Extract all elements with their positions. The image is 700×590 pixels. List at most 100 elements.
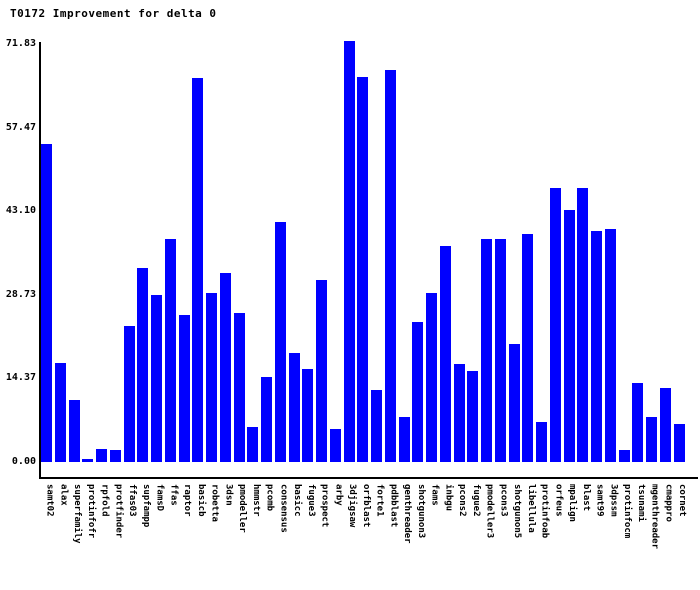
- bar-ffas: [164, 239, 176, 462]
- bar-arby: [329, 429, 341, 462]
- x-category-label-shotgunon5: shotgunon5: [512, 484, 522, 539]
- bar-cornet: [673, 424, 685, 462]
- x-category-label-orfeus: orfeus: [553, 484, 564, 517]
- bar-3dsn: [219, 273, 231, 462]
- bar-prospect: [316, 280, 327, 462]
- x-category-label-pmodeller3: pmodeller3: [484, 484, 495, 539]
- x-category-label-arby: arby: [333, 484, 344, 506]
- x-category-label-hmmstr: hmmstr: [250, 484, 261, 517]
- x-category-label-alax: alax: [58, 484, 69, 506]
- bar-libellula: [522, 234, 534, 462]
- bar-pdbblast: [384, 70, 396, 462]
- x-category-label-pdbblast: pdbblast: [388, 484, 399, 528]
- bar-protinfocm: [618, 450, 630, 462]
- x-category-label-shotgunon3: shotgunon3: [415, 484, 426, 539]
- x-category-label-3dpssm: 3dpssm: [608, 484, 619, 517]
- x-category-label-cmappro: cmappro: [663, 484, 674, 522]
- bar-protfinder: [109, 450, 121, 462]
- x-category-label-famsD: famsD: [154, 484, 165, 512]
- bar-basicc: [288, 353, 300, 462]
- y-tick-label: 0.00: [11, 456, 36, 467]
- y-tick-label: 14.37: [5, 372, 36, 384]
- y-tick-label: 28.73: [5, 288, 36, 300]
- bar-superfamily: [68, 400, 80, 462]
- bar-samt99: [591, 231, 602, 462]
- bar-protinfofr: [82, 459, 94, 462]
- bar-hmmstr: [247, 427, 259, 462]
- x-category-label-supfampp: supfampp: [140, 484, 151, 528]
- chart-title: T0172 Improvement for delta 0: [10, 7, 217, 20]
- bar-alax: [54, 363, 66, 462]
- x-category-label-fams: fams: [429, 484, 440, 506]
- bar-pmodeller3: [481, 239, 492, 462]
- bar-robetta: [206, 293, 217, 462]
- bar-mgenthreader: [646, 417, 657, 462]
- x-category-label-prospect: prospect: [319, 484, 330, 528]
- bar-basicb: [192, 78, 204, 462]
- x-category-label-tsunami: tsunami: [635, 484, 646, 522]
- bar-famsD: [151, 295, 162, 462]
- bar-ffas03: [123, 326, 135, 462]
- x-category-label-blast: blast: [580, 484, 591, 512]
- x-category-label-ffas03: ffas03: [127, 484, 137, 517]
- x-axis-line: [39, 477, 698, 479]
- bar-fams: [426, 293, 437, 462]
- x-category-label-samt02: samt02: [44, 484, 55, 517]
- x-category-label-3dsn: 3dsn: [223, 484, 234, 506]
- x-category-label-rpfold: rpfold: [99, 484, 110, 517]
- bar-orfblast: [357, 77, 369, 462]
- y-axis-line: [39, 42, 41, 479]
- bar-rpfold: [96, 449, 107, 462]
- x-category-label-pcons2: pcons2: [457, 484, 467, 517]
- x-category-label-orfblast: orfblast: [360, 484, 371, 528]
- x-category-label-3djigsaw: 3djigsaw: [347, 484, 357, 528]
- bar-pmodeller: [233, 313, 245, 462]
- bar-consensus: [274, 222, 286, 462]
- bar-blast: [577, 188, 589, 462]
- y-tick-label: 71.83: [5, 38, 36, 49]
- x-category-label-consensus: consensus: [278, 484, 289, 533]
- y-tick-label: 57.47: [5, 121, 36, 133]
- x-category-label-inbgu: inbgu: [443, 484, 454, 512]
- x-category-label-pcomb: pcomb: [264, 484, 275, 512]
- x-category-label-fugue2: fugue2: [470, 484, 481, 517]
- x-category-label-libellula: libellula: [525, 484, 536, 533]
- x-category-label-fugue3: fugue3: [305, 484, 316, 517]
- x-category-label-pmodeller: pmodeller: [237, 484, 247, 533]
- bar-cmappro: [659, 388, 671, 462]
- x-category-label-protinfoab: protinfoab: [539, 484, 550, 539]
- bar-supfampp: [137, 268, 149, 462]
- bar-3djigsaw: [343, 41, 355, 462]
- bar-forte1: [371, 390, 382, 462]
- x-category-label-robetta: robetta: [209, 484, 220, 522]
- x-category-label-mpalign: mpalign: [567, 484, 577, 522]
- bar-fugue3: [302, 369, 314, 462]
- x-category-label-pcons3: pcons3: [498, 484, 509, 517]
- bar-pcons2: [453, 364, 465, 462]
- x-category-label-samt99: samt99: [594, 484, 605, 517]
- bar-raptor: [178, 315, 190, 462]
- bar-pcomb: [261, 377, 272, 462]
- bar-inbgu: [439, 246, 451, 462]
- bar-orfeus: [549, 188, 561, 462]
- bar-pcons3: [494, 239, 506, 462]
- x-category-label-mgenthreader: mgenthreader: [649, 484, 660, 550]
- bar-tsunami: [632, 383, 644, 462]
- x-category-label-protinfocm: protinfocm: [622, 484, 632, 539]
- bar-3dpssm: [604, 229, 616, 462]
- x-category-label-basicc: basicc: [292, 484, 302, 517]
- x-category-label-superfamily: superfamily: [72, 484, 82, 544]
- x-category-label-protfinder: protfinder: [113, 484, 124, 539]
- x-category-label-genthreader: genthreader: [402, 484, 412, 544]
- x-category-label-ffas: ffas: [168, 484, 179, 506]
- bar-shotgunon3: [412, 322, 424, 462]
- bar-samt02: [41, 144, 52, 462]
- bar-fugue2: [467, 371, 479, 462]
- x-category-label-cornet: cornet: [677, 484, 687, 517]
- bar-mpalign: [563, 210, 575, 462]
- x-category-label-basicb: basicb: [195, 484, 206, 517]
- bar-shotgunon5: [508, 344, 520, 462]
- x-category-label-protinfofr: protinfofr: [85, 484, 96, 539]
- bar-genthreader: [398, 417, 410, 462]
